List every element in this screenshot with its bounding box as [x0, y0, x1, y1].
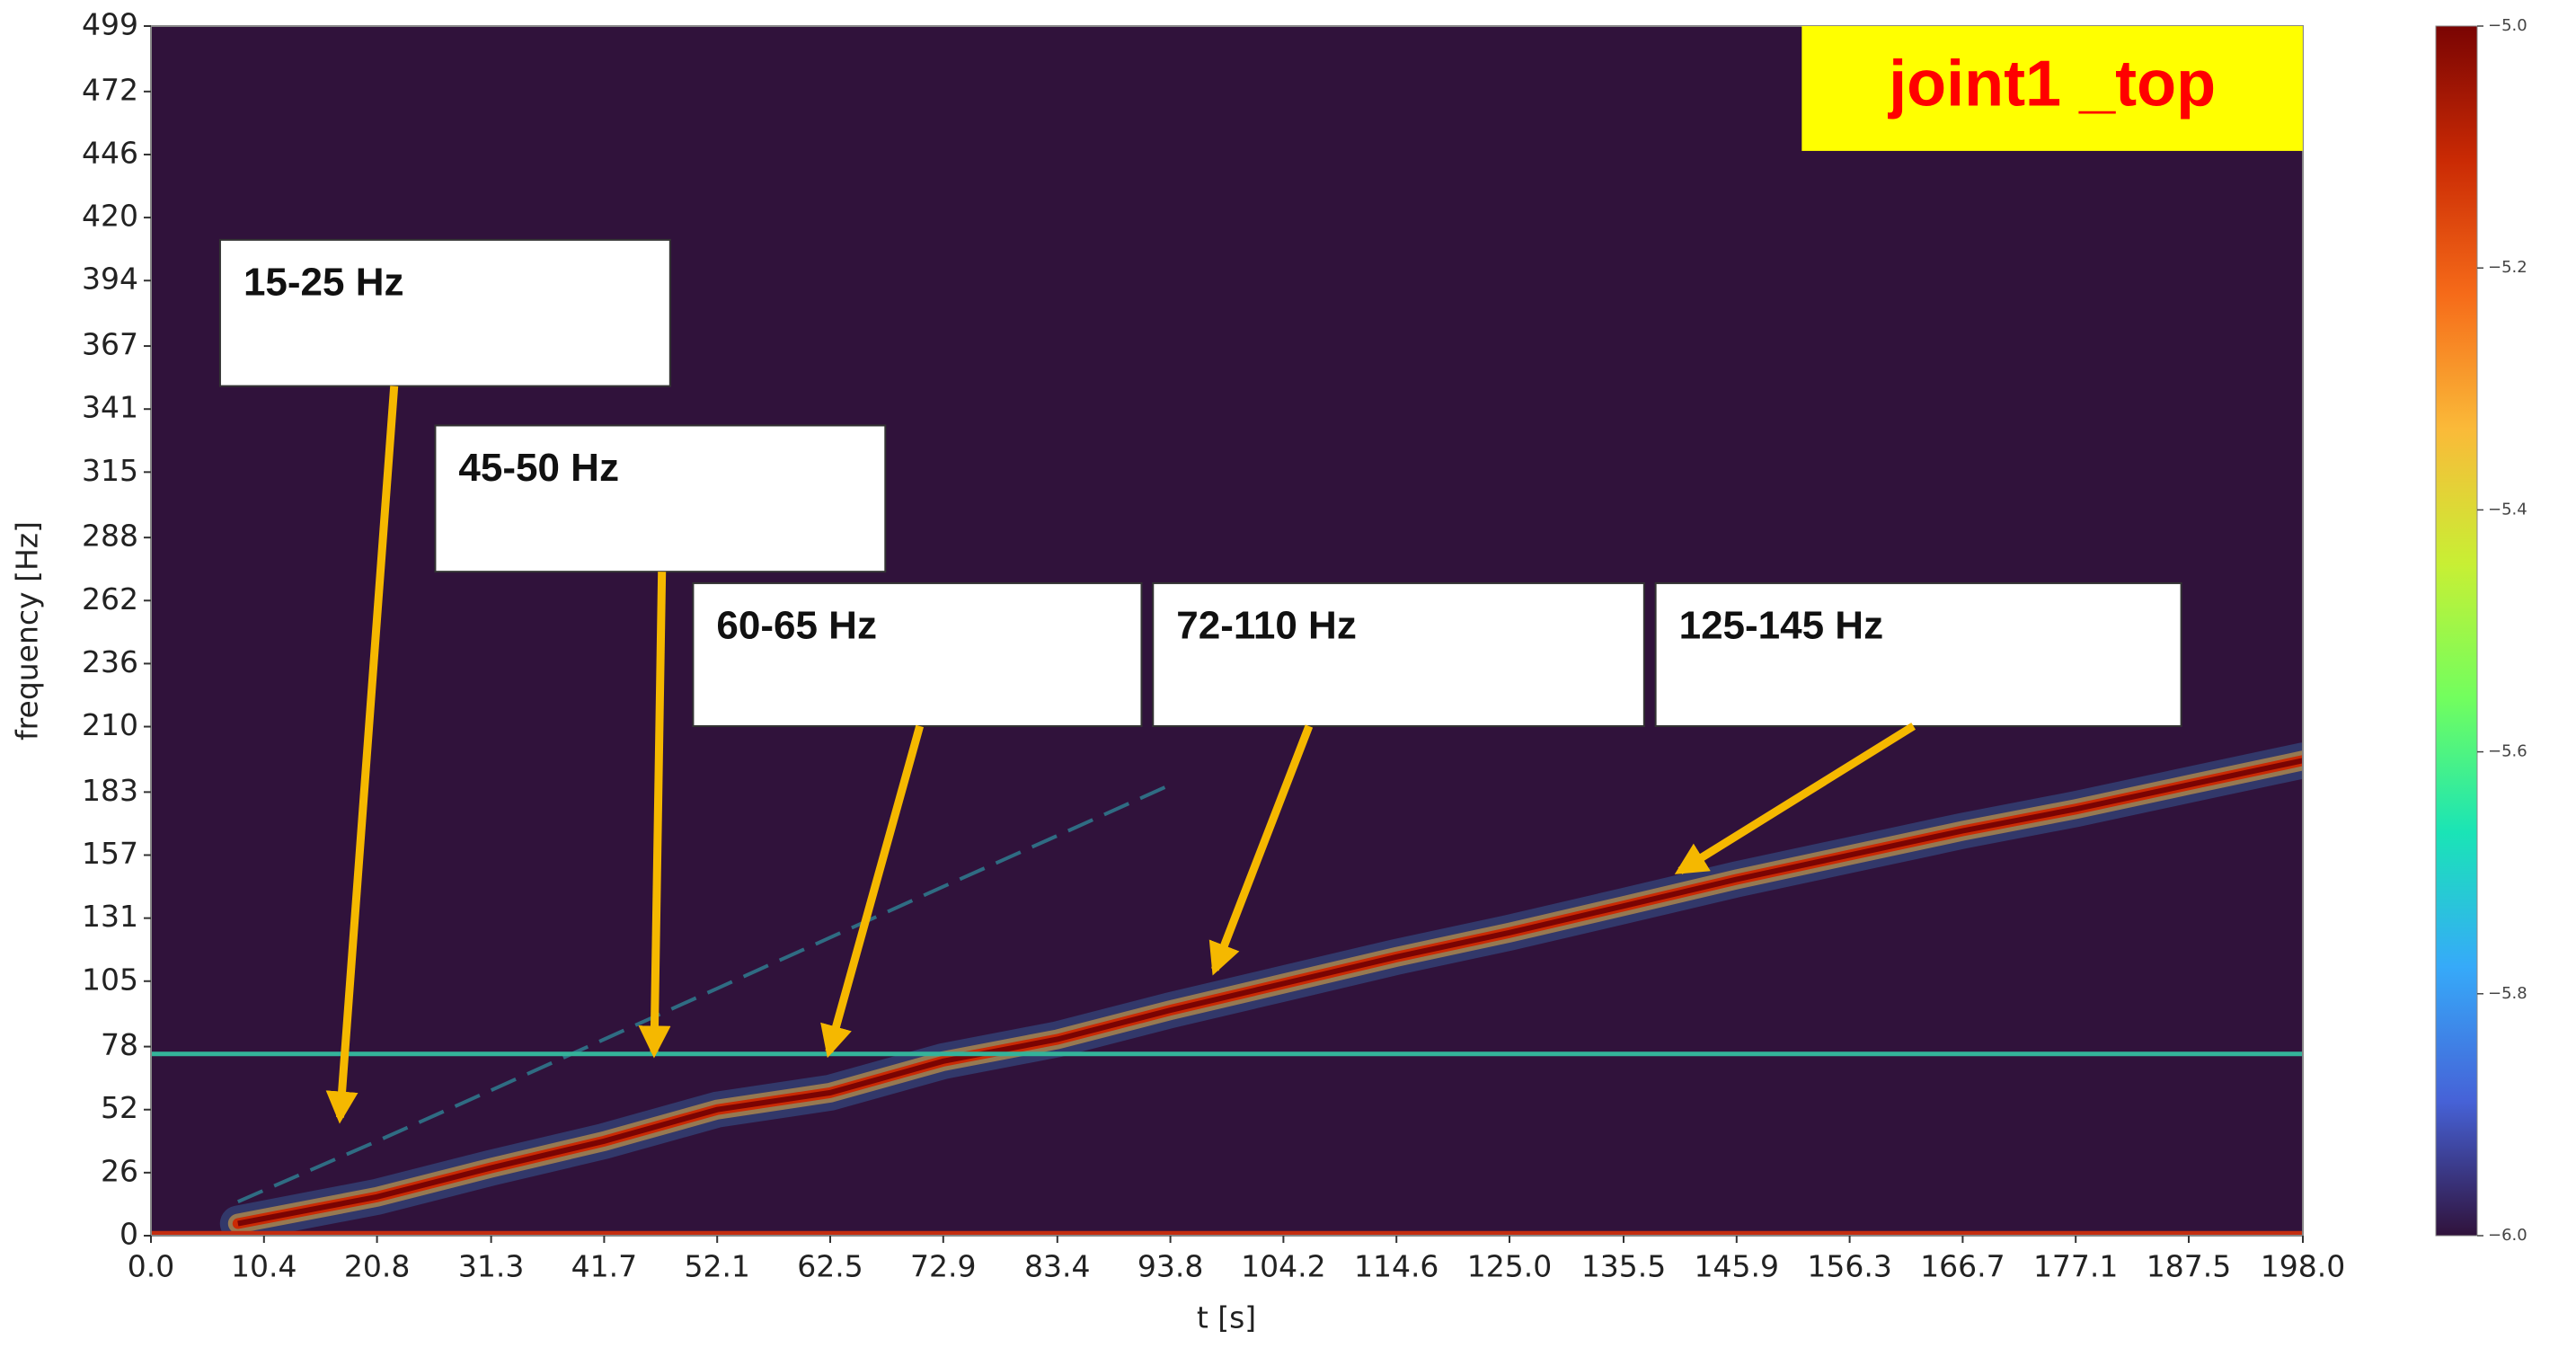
colorbar-tick-label: −5.6 — [2488, 742, 2527, 761]
x-tick-label: 177.1 — [2033, 1249, 2118, 1284]
x-tick-label: 198.0 — [2261, 1249, 2345, 1284]
y-tick-label: 183 — [82, 773, 138, 808]
y-tick-label: 78 — [101, 1027, 138, 1062]
colorbar-tick-label: −5.4 — [2488, 500, 2527, 519]
x-tick-label: 0.0 — [128, 1249, 174, 1284]
y-tick-label: 367 — [82, 327, 138, 362]
annotation-box — [1654, 581, 2182, 727]
plot-frame — [150, 25, 2304, 1237]
annotation-arrow — [325, 386, 399, 1124]
annotation-box — [1152, 581, 1645, 727]
x-tick-label: 114.6 — [1354, 1249, 1438, 1284]
x-tick-label: 104.2 — [1241, 1249, 1325, 1284]
y-tick-label: 472 — [82, 72, 138, 107]
colorbar-tick-label: −5.0 — [2488, 16, 2527, 35]
y-tick-label: 0 — [120, 1217, 138, 1252]
spectral-line — [237, 758, 2303, 1227]
y-tick-label: 499 — [82, 7, 138, 42]
title-box — [1801, 26, 2303, 151]
y-tick-label: 420 — [82, 199, 138, 234]
annotation-text: 45-50 Hz — [458, 446, 619, 490]
x-tick-label: 93.8 — [1138, 1249, 1203, 1284]
x-tick-label: 52.1 — [684, 1249, 749, 1284]
y-tick-label: 210 — [82, 707, 138, 742]
x-tick-label: 62.5 — [797, 1249, 863, 1284]
x-tick-label: 20.8 — [344, 1249, 410, 1284]
spectrogram-traces — [151, 742, 2303, 1236]
annotation-arrow — [1208, 724, 1314, 976]
y-tick-label: 131 — [82, 899, 138, 934]
colorbar-tick-label: −6.0 — [2488, 1226, 2527, 1245]
annotation-text: 72-110 Hz — [1176, 604, 1357, 648]
spectral-line — [237, 783, 1172, 1204]
y-tick-label: 262 — [82, 581, 138, 616]
annotation-arrow — [638, 572, 671, 1059]
annotation-text: 125-145 Hz — [1679, 604, 1883, 648]
annotation-box — [218, 238, 671, 387]
annotation-text: 60-65 Hz — [716, 604, 877, 648]
x-tick-label: 156.3 — [1807, 1249, 1891, 1284]
y-tick-label: 288 — [82, 519, 138, 554]
y-tick-label: 315 — [82, 453, 138, 488]
y-tick-label: 394 — [82, 262, 138, 297]
y-tick-label: 341 — [82, 390, 138, 425]
x-tick-label: 41.7 — [571, 1249, 637, 1284]
colorbar-tick-label: −5.8 — [2488, 984, 2527, 1003]
colorbar — [2435, 25, 2478, 1237]
y-axis-label: frequency [Hz] — [10, 521, 45, 741]
y-tick-label: 157 — [82, 836, 138, 871]
x-tick-label: 145.9 — [1695, 1249, 1779, 1284]
y-tick-label: 52 — [101, 1090, 138, 1125]
annotation-text: 15-25 Hz — [243, 261, 404, 305]
y-tick-label: 236 — [82, 644, 138, 679]
x-tick-label: 10.4 — [231, 1249, 297, 1284]
colorbar-tick-label: −5.2 — [2488, 258, 2527, 277]
x-tick-label: 187.5 — [2147, 1249, 2231, 1284]
annotation-box — [692, 581, 1143, 727]
x-tick-label: 125.0 — [1467, 1249, 1552, 1284]
y-tick-label: 446 — [82, 135, 138, 170]
y-tick-label: 26 — [101, 1153, 138, 1188]
x-tick-label: 166.7 — [1920, 1249, 2005, 1284]
x-axis-label: t [s] — [1197, 1300, 1256, 1335]
y-tick-label: 105 — [82, 962, 138, 997]
chart-title: joint1 _top — [1887, 49, 2216, 120]
x-tick-label: 135.5 — [1581, 1249, 1666, 1284]
annotation-arrow — [820, 724, 925, 1059]
x-tick-label: 72.9 — [910, 1249, 976, 1284]
x-tick-label: 83.4 — [1024, 1249, 1090, 1284]
annotation-box — [434, 424, 887, 573]
x-tick-label: 31.3 — [458, 1249, 524, 1284]
annotation-arrow — [1674, 723, 1916, 874]
